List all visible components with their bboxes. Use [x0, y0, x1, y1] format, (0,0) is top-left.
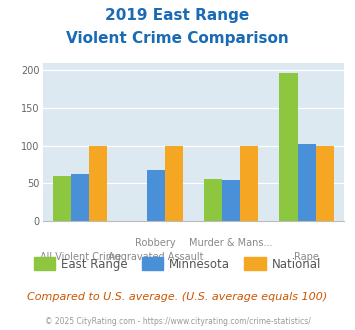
Text: Violent Crime Comparison: Violent Crime Comparison [66, 31, 289, 46]
Text: Aggravated Assault: Aggravated Assault [108, 252, 203, 262]
Bar [222, 181, 240, 221]
Text: © 2025 CityRating.com - https://www.cityrating.com/crime-statistics/: © 2025 CityRating.com - https://www.city… [45, 317, 310, 326]
Bar [204, 179, 222, 221]
Text: Murder & Mans...: Murder & Mans... [190, 238, 273, 248]
Bar [279, 73, 297, 221]
Legend: East Range, Minnesota, National: East Range, Minnesota, National [29, 252, 326, 276]
Bar [71, 174, 89, 221]
Bar [165, 146, 183, 221]
Bar [89, 146, 108, 221]
Text: All Violent Crime: All Violent Crime [40, 252, 121, 262]
Text: Robbery: Robbery [136, 238, 176, 248]
Bar [316, 146, 334, 221]
Bar [147, 170, 165, 221]
Text: Rape: Rape [294, 252, 319, 262]
Bar [297, 144, 316, 221]
Text: Compared to U.S. average. (U.S. average equals 100): Compared to U.S. average. (U.S. average … [27, 292, 328, 302]
Bar [53, 176, 71, 221]
Text: 2019 East Range: 2019 East Range [105, 8, 250, 23]
Bar [240, 146, 258, 221]
